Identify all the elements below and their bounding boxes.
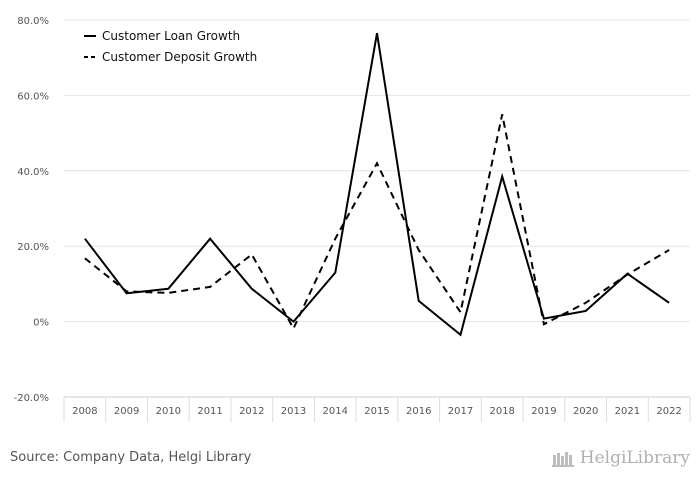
source-note: Source: Company Data, Helgi Library: [10, 450, 252, 465]
legend-label: Customer Loan Growth: [102, 29, 240, 43]
x-tick-label: 2010: [156, 406, 181, 417]
series-line: [84, 114, 670, 331]
y-tick-label: 0%: [33, 318, 49, 329]
x-tick-label: 2018: [489, 406, 514, 417]
x-tick-label: 2016: [406, 406, 431, 417]
y-tick-label: 20.0%: [17, 242, 49, 253]
brand-name: HelgiLibrary: [579, 448, 690, 468]
y-tick-label: -20.0%: [14, 393, 49, 404]
x-tick-label: 2012: [239, 406, 264, 417]
x-tick-label: 2021: [615, 406, 640, 417]
y-tick-label: 60.0%: [17, 91, 49, 102]
y-tick-label: 40.0%: [17, 167, 49, 178]
series-lines: [84, 33, 670, 337]
x-tick-label: 2022: [656, 406, 681, 417]
x-tick-label: 2014: [323, 406, 348, 417]
library-icon: [551, 452, 574, 467]
legend-label: Customer Deposit Growth: [102, 50, 257, 64]
y-tick-label: 80.0%: [17, 16, 49, 27]
series-line: [84, 33, 670, 337]
x-tick-label: 2020: [573, 406, 598, 417]
brand-logo: HelgiLibrary: [551, 448, 690, 468]
x-tick-label: 2017: [448, 406, 473, 417]
gridlines: [64, 19, 690, 398]
x-tick-label: 2015: [364, 406, 389, 417]
x-tick-label: 2011: [197, 406, 222, 417]
line-chart: 80.0% 60.0% 40.0% 20.0% 0% -20.0% 2008 2009 201…: [14, 16, 691, 422]
y-axis: 80.0% 60.0% 40.0% 20.0% 0% -20.0%: [14, 16, 49, 404]
x-tick-label: 2013: [281, 406, 306, 417]
x-tick-label: 2019: [531, 406, 556, 417]
x-tick-labels: 2008 2009 2010 2011 2012 2013 2014 2015 2016 2017…: [72, 406, 682, 417]
legend: Customer Loan Growth Customer Deposit Gro…: [84, 29, 257, 64]
x-tick-label: 2008: [72, 406, 97, 417]
x-axis: [63, 396, 691, 422]
x-tick-label: 2009: [114, 406, 139, 417]
